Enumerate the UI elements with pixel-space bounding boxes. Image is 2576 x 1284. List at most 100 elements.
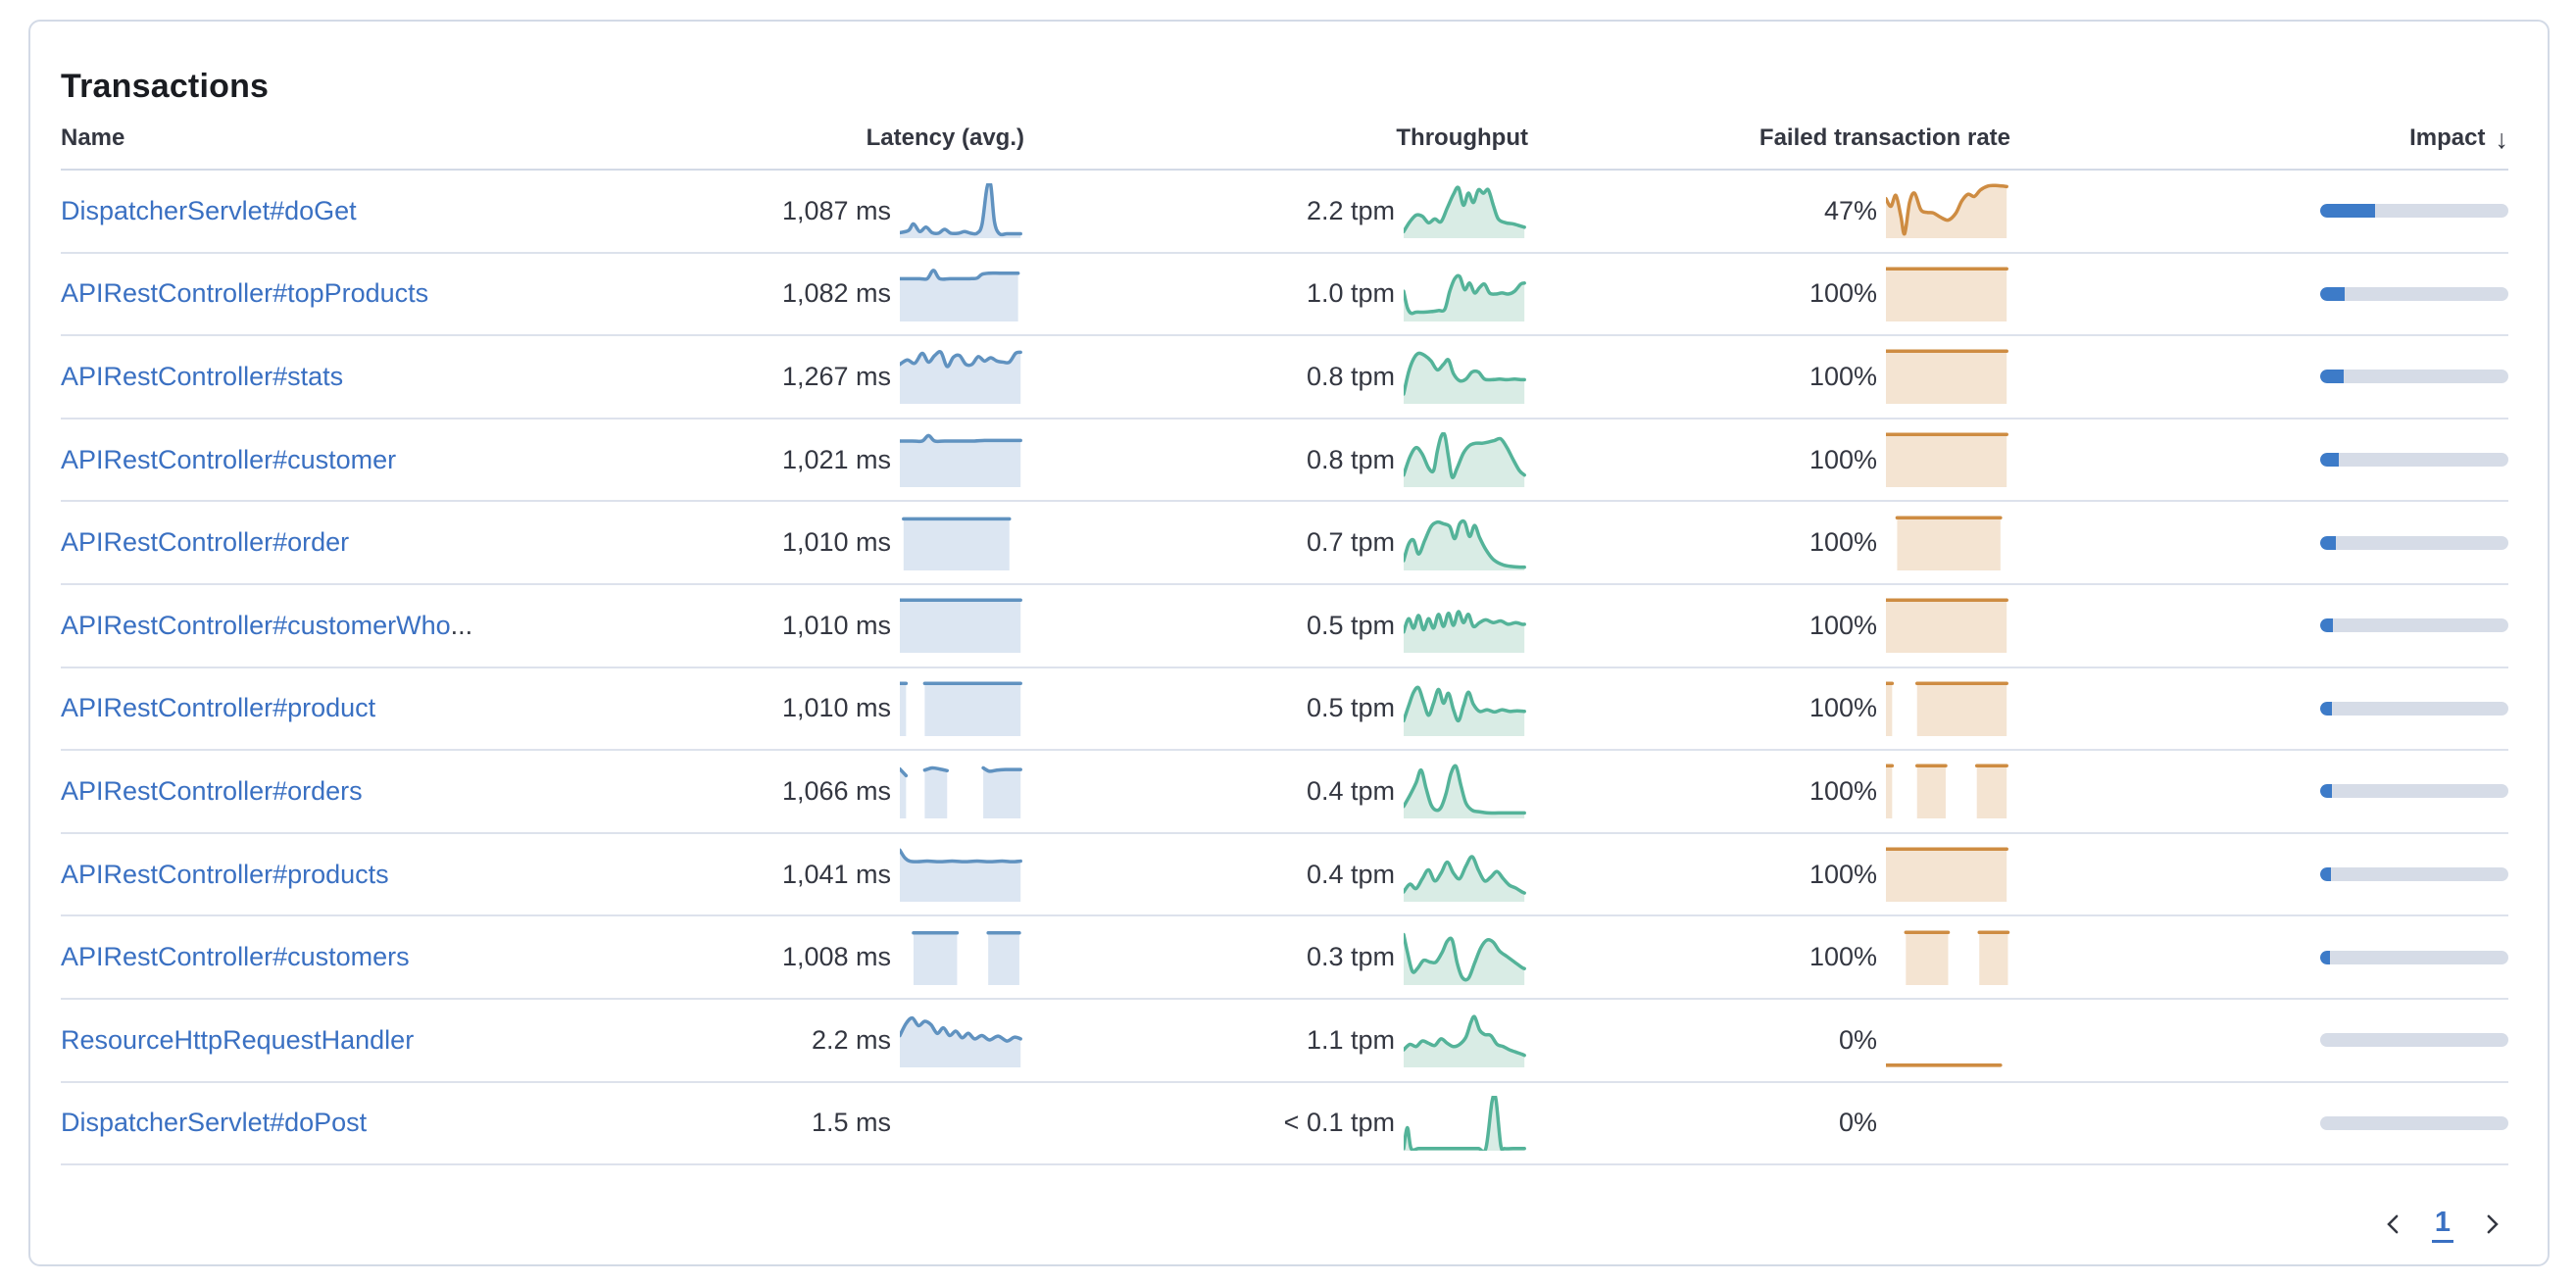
failed-rate-sparkline [1886, 267, 2008, 321]
transaction-link[interactable]: APIRestController#customers [61, 942, 410, 972]
impact-bar [2320, 370, 2508, 384]
table-row: APIRestController#customerWho... 1,010 m… [61, 585, 2508, 668]
failed-rate-sparkline [1886, 1063, 2003, 1068]
table-header: Name Latency (avg.) Throughput Failed tr… [61, 108, 2508, 171]
throughput-sparkline [1404, 519, 1526, 570]
impact-header-label: Impact [2409, 124, 2486, 151]
throughput-sparkline [1404, 432, 1526, 488]
latency-sparkline [900, 433, 1022, 488]
latency-value: 1.5 ms [811, 1108, 891, 1138]
impact-bar [2320, 784, 2508, 799]
failed-rate-sparkline [1886, 764, 2008, 819]
impact-bar [2320, 1033, 2508, 1048]
latency-sparkline [900, 269, 1020, 321]
impact-bar-fill [2320, 784, 2332, 799]
impact-bar-fill [2320, 204, 2375, 219]
throughput-sparkline [1404, 1095, 1526, 1151]
throughput-value: 0.7 tpm [1306, 527, 1395, 558]
latency-value: 1,010 ms [781, 527, 891, 558]
latency-sparkline [900, 766, 1022, 819]
failed-rate-sparkline [1886, 681, 2008, 736]
transaction-link[interactable]: APIRestController#customer [61, 444, 397, 474]
impact-bar [2320, 286, 2508, 301]
throughput-value: 0.8 tpm [1306, 361, 1395, 391]
table-row: APIRestController#customers 1,008 ms 0.3… [61, 916, 2508, 1000]
transaction-link[interactable]: DispatcherServlet#doGet [61, 195, 357, 225]
transaction-link[interactable]: APIRestController#order [61, 527, 350, 558]
impact-bar [2320, 1115, 2508, 1130]
latency-value: 2.2 ms [811, 1024, 891, 1055]
latency-value: 1,082 ms [781, 278, 891, 309]
failed-rate-sparkline [1895, 516, 2003, 570]
column-header-latency[interactable]: Latency (avg.) [866, 124, 1024, 151]
throughput-value: 0.8 tpm [1306, 444, 1395, 474]
column-header-failed-rate[interactable]: Failed transaction rate [1759, 124, 2010, 151]
impact-bar-fill [2320, 867, 2331, 882]
transaction-link[interactable]: APIRestController#products [61, 859, 389, 889]
pagination: 1 [61, 1193, 2508, 1256]
throughput-value: < 0.1 tpm [1283, 1108, 1395, 1138]
failed-rate-value: 0% [1838, 1108, 1877, 1138]
latency-value: 1,010 ms [781, 693, 891, 723]
throughput-value: 1.0 tpm [1306, 278, 1395, 309]
column-header-impact[interactable]: Impact ↓ [2010, 123, 2508, 154]
throughput-value: 0.4 tpm [1306, 859, 1395, 889]
table-row: APIRestController#order 1,010 ms 0.7 tpm… [61, 502, 2508, 585]
panel-title: Transactions [61, 68, 270, 105]
table-row: APIRestController#customer 1,021 ms 0.8 … [61, 420, 2508, 503]
failed-rate-sparkline [1886, 183, 2008, 239]
failed-rate-value: 100% [1808, 693, 1877, 723]
page-1-link[interactable]: 1 [2431, 1207, 2453, 1243]
transactions-panel: Transactions Name Latency (avg.) Through… [28, 20, 2550, 1266]
latency-value: 1,267 ms [781, 361, 891, 391]
latency-sparkline [900, 681, 1022, 736]
failed-rate-value: 100% [1808, 527, 1877, 558]
impact-bar-fill [2320, 453, 2340, 468]
transaction-link[interactable]: ResourceHttpRequestHandler [61, 1024, 415, 1055]
latency-sparkline [902, 517, 1012, 570]
impact-bar [2320, 618, 2508, 633]
transaction-link[interactable]: APIRestController#topProducts [61, 278, 429, 309]
impact-bar [2320, 867, 2508, 882]
transaction-link[interactable]: APIRestController#product [61, 693, 376, 723]
failed-rate-value: 100% [1808, 361, 1877, 391]
failed-rate-sparkline [1886, 598, 2008, 654]
chevron-left-icon [2387, 1214, 2399, 1234]
transaction-link[interactable]: APIRestController#orders [61, 775, 363, 806]
failed-rate-value: 100% [1808, 942, 1877, 972]
throughput-sparkline [1404, 855, 1526, 903]
failed-rate-sparkline [1886, 847, 2008, 903]
prev-page-button[interactable] [2377, 1208, 2410, 1241]
impact-bar [2320, 950, 2508, 964]
column-header-throughput[interactable]: Throughput [1396, 124, 1528, 151]
failed-rate-sparkline [1886, 432, 2008, 488]
latency-sparkline [900, 183, 1022, 239]
throughput-sparkline [1404, 610, 1526, 654]
table-row: APIRestController#product 1,010 ms 0.5 t… [61, 668, 2508, 752]
failed-rate-value: 100% [1808, 610, 1877, 640]
throughput-sparkline [1404, 685, 1526, 736]
transaction-link[interactable]: DispatcherServlet#doPost [61, 1108, 368, 1138]
failed-rate-value: 0% [1838, 1024, 1877, 1055]
impact-bar-fill [2320, 286, 2345, 301]
latency-value: 1,041 ms [781, 859, 891, 889]
throughput-value: 0.5 tpm [1306, 693, 1395, 723]
impact-bar [2320, 204, 2508, 219]
latency-sparkline [900, 598, 1022, 654]
latency-value: 1,008 ms [781, 942, 891, 972]
table-row: APIRestController#products 1,041 ms 0.4 … [61, 834, 2508, 917]
table-row: DispatcherServlet#doGet 1,087 ms 2.2 tpm… [61, 171, 2508, 254]
impact-bar [2320, 453, 2508, 468]
sort-arrow-down-icon: ↓ [2495, 123, 2509, 154]
failed-rate-value: 100% [1808, 278, 1877, 309]
transaction-link[interactable]: APIRestController#customerWho... [61, 610, 473, 640]
throughput-value: 0.5 tpm [1306, 610, 1395, 640]
table-row: APIRestController#stats 1,267 ms 0.8 tpm… [61, 336, 2508, 420]
next-page-button[interactable] [2475, 1208, 2508, 1241]
transaction-link[interactable]: APIRestController#stats [61, 361, 344, 391]
column-header-name[interactable]: Name [61, 124, 125, 151]
throughput-value: 0.3 tpm [1306, 942, 1395, 972]
failed-rate-sparkline [1886, 1096, 2010, 1151]
latency-value: 1,066 ms [781, 775, 891, 806]
failed-rate-value: 100% [1808, 775, 1877, 806]
